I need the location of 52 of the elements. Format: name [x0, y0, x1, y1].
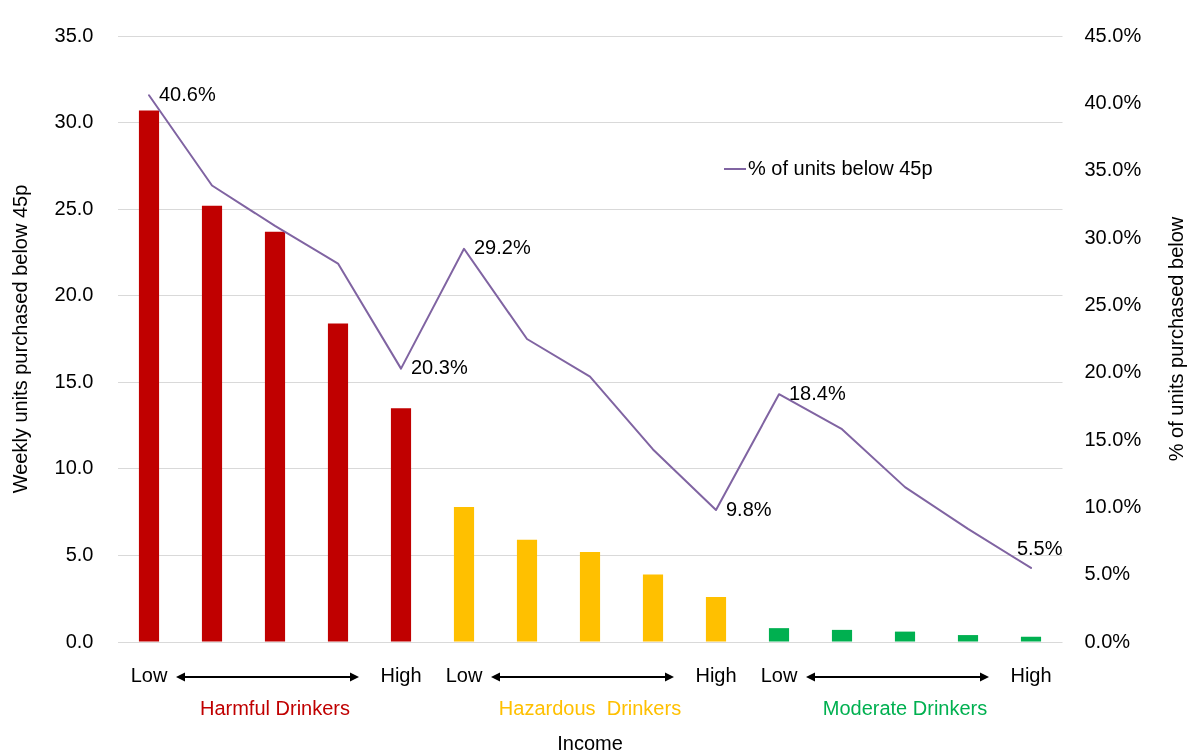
y-axis-title: Weekly units purchased below 45p [8, 184, 31, 494]
y2-tick-label: 25.0% [1084, 292, 1142, 315]
bar [894, 631, 916, 642]
text: Harmful Drinkers [199, 696, 351, 719]
bar [327, 323, 349, 642]
data-label: 5.5% [1016, 537, 1063, 560]
bar [957, 635, 979, 642]
y-tick-label: 0.0 [65, 629, 94, 652]
y-tick-label: 25.0 [54, 196, 94, 219]
y-tick-label: 10.0 [54, 456, 94, 479]
bar [453, 506, 475, 642]
x-tick-label: Low [130, 663, 168, 686]
bar [1020, 636, 1042, 642]
bar [264, 231, 286, 642]
y-tick-label: 5.0 [65, 542, 94, 565]
bar [138, 110, 160, 642]
x-tick-label: Low [445, 663, 483, 686]
data-label: 29.2% [474, 236, 531, 259]
data-label: 20.3% [411, 356, 468, 379]
y-tick-label: 15.0 [54, 369, 94, 392]
y2-tick-label: 10.0% [1084, 494, 1142, 517]
y2-axis-title: % of units purchased below [1164, 216, 1187, 462]
y2-tick-label: 45.0% [1084, 23, 1142, 46]
x-tick-label: High [1010, 663, 1052, 686]
bar [831, 629, 853, 642]
y2-tick-label: 30.0% [1084, 225, 1142, 248]
x-tick-label: High [695, 663, 737, 686]
bar [642, 574, 664, 642]
data-label: 18.4% [789, 381, 846, 404]
text: Moderate Drinkers [822, 696, 988, 719]
legend-label: % of units below 45p [748, 156, 933, 179]
x-tick-label: Low [760, 663, 798, 686]
y2-tick-label: 40.0% [1084, 90, 1142, 113]
bar [705, 596, 727, 642]
y2-tick-label: 20.0% [1084, 360, 1142, 383]
y2-tick-label: 15.0% [1084, 427, 1142, 450]
y2-tick-label: 35.0% [1084, 158, 1142, 181]
bar [390, 408, 412, 642]
bar [579, 551, 601, 642]
y2-tick-label: 5.0% [1084, 562, 1131, 585]
data-label: 40.6% [159, 82, 216, 105]
data-label: 9.8% [726, 497, 772, 520]
bar [201, 205, 223, 642]
y-tick-label: 35.0 [54, 23, 94, 46]
bar [768, 628, 790, 642]
y-tick-label: 20.0 [54, 283, 94, 306]
x-tick-label: High [380, 663, 422, 686]
y-tick-label: 30.0 [54, 110, 94, 133]
text: Hazardous Drinkers [498, 696, 682, 719]
x-axis-title: Income [557, 731, 623, 754]
y2-tick-label: 0.0% [1084, 629, 1131, 652]
bar [516, 539, 538, 642]
